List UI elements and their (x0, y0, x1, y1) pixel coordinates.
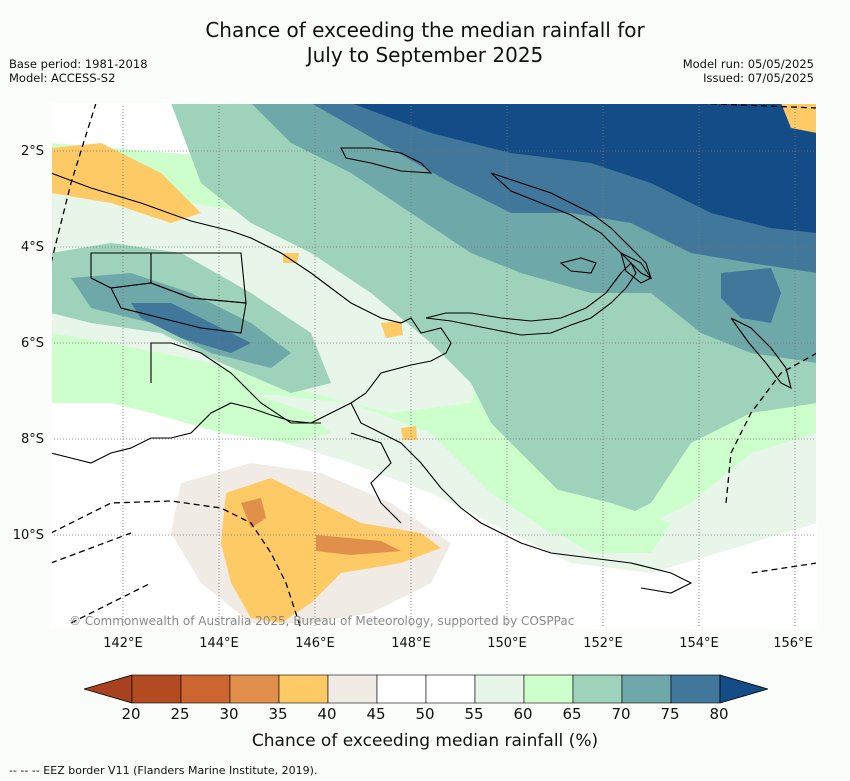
model-run-text: Model run: 05/05/2025 (682, 57, 814, 71)
cbar-tick-80: 80 (709, 705, 729, 723)
north-west-orange (51, 143, 201, 223)
lon-label-148e: 148°E (391, 636, 431, 651)
small-orange-1 (381, 321, 403, 338)
lat-label-8s: 8°S (20, 432, 44, 447)
colorbar-segment (670, 674, 721, 704)
copyright-text: © Commonwealth of Australia 2025, Bureau… (69, 614, 575, 628)
lon-label-142e: 142°E (103, 636, 143, 651)
colorbar-segment (376, 674, 427, 704)
chart-title: Chance of exceeding the median rainfall … (0, 18, 850, 68)
cbar-tick-40: 40 (317, 705, 337, 723)
cbar-tick-65: 65 (562, 705, 582, 723)
cbar-tick-30: 30 (219, 705, 239, 723)
rainfall-map (51, 103, 817, 629)
cbar-tick-50: 50 (415, 705, 435, 723)
lon-label-150e: 150°E (487, 636, 527, 651)
colorbar-label: Chance of exceeding median rainfall (%) (251, 731, 599, 751)
cbar-tick-25: 25 (170, 705, 190, 723)
lon-label-154e: 154°E (679, 636, 719, 651)
map-frame (51, 103, 817, 629)
meta-left: Base period: 1981-2018 Model: ACCESS-S2 (9, 57, 148, 85)
lon-label-156e: 156°E (773, 636, 813, 651)
small-orange-3 (283, 253, 299, 263)
graticule (51, 103, 817, 629)
south-east-green (531, 483, 671, 553)
eez-footnote: -- -- -- EEZ border V11 (Flanders Marine… (9, 764, 318, 777)
colorbar-extension-high (719, 674, 768, 704)
lon-label-144e: 144°E (199, 636, 239, 651)
east-patch-75 (721, 268, 781, 323)
colorbar-segment (229, 674, 280, 704)
colorbar-segment (131, 674, 182, 704)
south-orange-deep (241, 498, 266, 528)
small-orange-2 (401, 426, 417, 440)
lat-label-10s: 10°S (12, 528, 44, 543)
issued-text: Issued: 07/05/2025 (703, 71, 814, 85)
colorbar (84, 674, 768, 704)
north-east-orange (781, 103, 817, 133)
colorbar-extension-low (84, 674, 133, 704)
colorbar-segment (327, 674, 378, 704)
colorbar-segment (425, 674, 476, 704)
title-line-1: Chance of exceeding the median rainfall … (205, 18, 645, 42)
cbar-tick-45: 45 (366, 705, 386, 723)
colorbar-segment (572, 674, 623, 704)
model-text: Model: ACCESS-S2 (9, 71, 116, 85)
colorbar-segment (474, 674, 525, 704)
colorbar-segment (278, 674, 329, 704)
title-line-2: July to September 2025 (306, 43, 544, 67)
band-80-plus (351, 103, 817, 233)
coastlines (51, 147, 792, 594)
cbar-tick-60: 60 (513, 705, 533, 723)
meta-right: Model run: 05/05/2025 Issued: 07/05/2025 (683, 57, 814, 85)
colorbar-segment (180, 674, 231, 704)
cbar-tick-75: 75 (660, 705, 680, 723)
cbar-tick-20: 20 (121, 705, 141, 723)
south-orange-deep-2 (316, 535, 401, 555)
lat-label-2s: 2°S (20, 144, 44, 159)
colorbar-segment (523, 674, 574, 704)
lat-label-4s: 4°S (20, 240, 44, 255)
cbar-tick-55: 55 (464, 705, 484, 723)
lon-label-152e: 152°E (583, 636, 623, 651)
colorbar-segment (621, 674, 672, 704)
cbar-tick-70: 70 (611, 705, 631, 723)
lat-label-6s: 6°S (20, 336, 44, 351)
west-patch-80 (131, 303, 251, 353)
cbar-tick-35: 35 (268, 705, 288, 723)
lon-label-146e: 146°E (295, 636, 335, 651)
base-period-text: Base period: 1981-2018 (9, 57, 148, 71)
